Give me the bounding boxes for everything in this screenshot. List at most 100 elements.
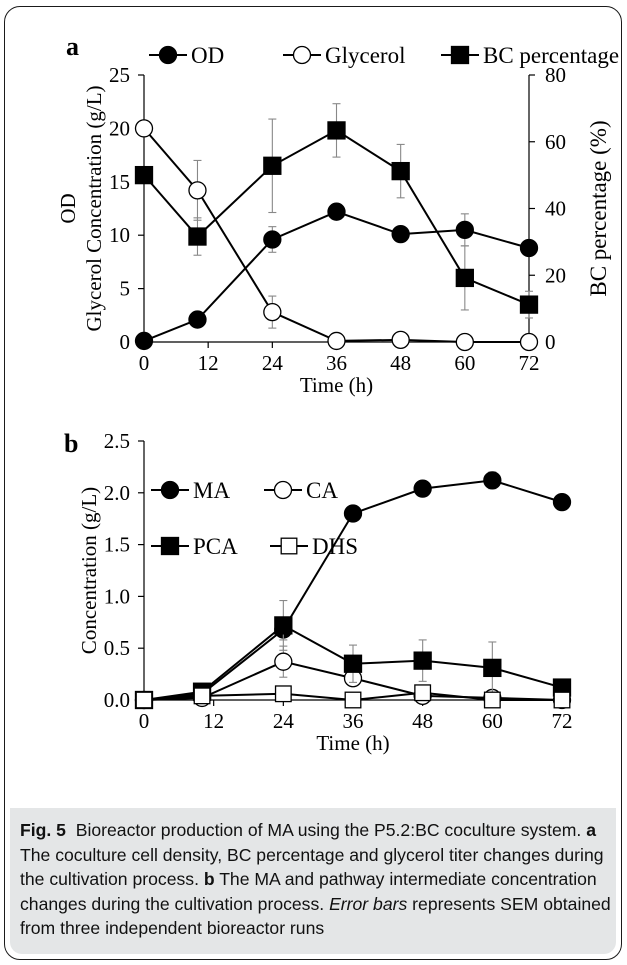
legend-label: MA: [193, 478, 230, 503]
data-point: [134, 119, 154, 138]
series-bc-percentage: [134, 103, 539, 319]
data-point: [455, 220, 474, 240]
legend-marker: [292, 45, 312, 65]
data-point: [263, 156, 282, 175]
legend-label: OD: [191, 43, 224, 68]
x-tick-label: 36: [326, 351, 347, 375]
y-tick-label: 2.5: [104, 429, 130, 453]
y-tick-label: 0: [120, 330, 131, 354]
data-point: [519, 238, 539, 258]
x-tick-label: 12: [198, 351, 219, 375]
caption-background: [10, 808, 616, 954]
legend-label: DHS: [312, 534, 358, 559]
data-point: [188, 181, 207, 200]
caption-part-b-label: b: [203, 869, 215, 889]
legend-item: DHS: [270, 534, 358, 559]
y-axis-label: Glycerol Concentration (g/L): [82, 85, 106, 331]
y2-tick-label: 40: [545, 197, 566, 221]
y2-tick-label: 0: [545, 330, 556, 354]
y2-tick-label: 60: [545, 130, 566, 154]
data-point: [455, 268, 474, 288]
y-tick-label: 1.0: [104, 584, 130, 608]
figure-caption: Fig. 5 Bioreactor production of MA using…: [20, 818, 612, 941]
x-tick-label: 48: [390, 351, 411, 375]
x-tick-label: 72: [552, 709, 573, 733]
data-point: [344, 691, 362, 709]
data-point: [327, 121, 346, 140]
data-point: [391, 161, 410, 181]
data-point: [413, 651, 432, 670]
data-point: [553, 691, 571, 709]
y2-tick-label: 80: [545, 63, 566, 87]
data-point: [391, 330, 410, 350]
data-point: [193, 687, 211, 705]
x-tick-label: 48: [412, 709, 433, 733]
data-point: [413, 479, 432, 498]
data-point: [263, 230, 282, 249]
data-point: [274, 652, 293, 671]
y-axis-label: Concentration (g/L): [77, 487, 101, 654]
figure-frame: [4, 6, 622, 960]
y-tick-label: 0.5: [104, 636, 130, 660]
y-tick-label: 2.0: [104, 481, 130, 505]
data-point: [483, 658, 502, 678]
y-tick-label: 20: [109, 116, 130, 140]
panel-b-chart: b 0.0 0.5 1.0 1.5 2.0 2.5 0 12 24 36 48 60 72 Time (h)…: [64, 429, 573, 755]
data-point: [519, 332, 539, 352]
caption-errorbars-label: Error bars: [329, 893, 408, 914]
legend-marker: [160, 480, 180, 500]
legend-marker: [280, 537, 298, 555]
data-point: [455, 332, 474, 352]
data-point: [414, 684, 432, 702]
legend-item: PCA: [151, 534, 238, 559]
legend-item: Glycerol: [283, 43, 405, 68]
legend-item: OD: [149, 43, 224, 68]
y-axis-label: OD: [56, 193, 80, 223]
legend-marker: [273, 480, 293, 500]
x-tick-label: 0: [139, 351, 150, 375]
data-point: [391, 224, 410, 244]
legend-item: MA: [151, 478, 230, 503]
legend-label: CA: [306, 478, 338, 503]
x-tick-label: 60: [454, 351, 475, 375]
legend-item: CA: [264, 478, 338, 503]
caption-errorbars-text: represents SEM obtained from three indep…: [20, 893, 611, 939]
data-point: [274, 685, 292, 703]
caption-part-a-label: a: [586, 820, 597, 840]
data-point: [519, 295, 539, 314]
x-axis-label: Time (h): [316, 731, 389, 755]
y-tick-label: 5: [120, 277, 131, 301]
x-tick-label: 72: [519, 351, 540, 375]
data-point: [483, 691, 501, 709]
panel-label: a: [66, 32, 79, 61]
x-tick-label: 24: [262, 351, 284, 375]
data-point: [327, 331, 346, 351]
caption-part-b-text: The MA and pathway intermediate concentr…: [20, 869, 597, 914]
y2-tick-label: 20: [545, 263, 566, 287]
data-point: [552, 492, 572, 512]
series-dhs: [135, 684, 571, 709]
y-tick-label: 15: [109, 170, 130, 194]
x-tick-label: 0: [139, 709, 150, 733]
data-point: [274, 616, 293, 635]
legend-label: PCA: [193, 534, 238, 559]
y-tick-label: 25: [109, 63, 130, 87]
legend-label: Glycerol: [325, 43, 405, 68]
y-tick-label: 10: [109, 223, 130, 247]
legend-marker: [160, 536, 180, 556]
data-point: [327, 202, 346, 221]
x-tick-label: 60: [482, 709, 503, 733]
caption-label: Fig. 5: [20, 820, 66, 840]
series-od: [134, 202, 539, 351]
data-point: [134, 165, 154, 185]
panel-a-chart: a 0 5 10 15 20 25 0 20 40 60 80 0 12 24 36 48 60 72 Time (h…: [56, 32, 619, 397]
data-point: [188, 227, 207, 246]
y2-axis-label: BC percentage (%): [586, 120, 611, 296]
y-tick-label: 1.5: [104, 533, 130, 557]
data-point: [483, 471, 502, 490]
caption-part-a-text: The coculture cell density, BC percentag…: [20, 844, 604, 890]
data-point: [134, 331, 154, 351]
data-point: [343, 504, 363, 523]
data-point: [263, 302, 282, 322]
